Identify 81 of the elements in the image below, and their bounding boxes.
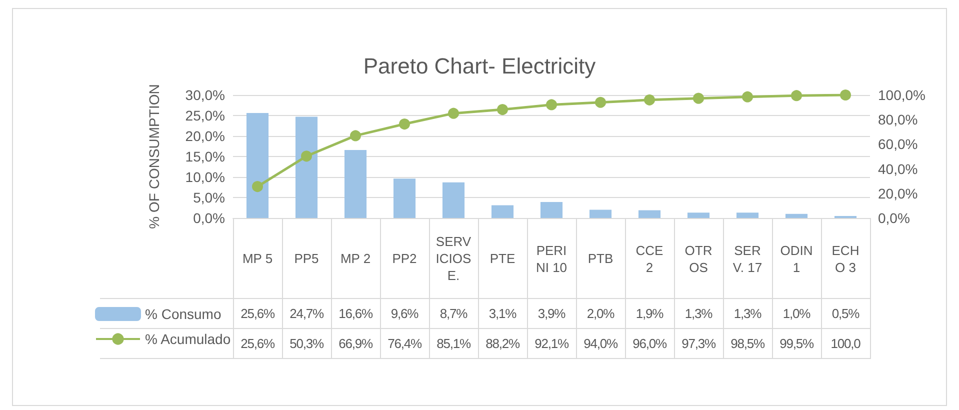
bar (736, 212, 759, 218)
data-label: 100,0 (821, 328, 870, 358)
bar (295, 116, 318, 218)
bar (442, 182, 465, 218)
data-label: 16,6% (331, 298, 380, 328)
data-label: 66,9% (331, 328, 380, 358)
bar (491, 205, 514, 218)
bar (638, 210, 661, 218)
data-label: 1,9% (625, 298, 674, 328)
y2-tick-label: 20,0% (878, 185, 918, 202)
point (252, 181, 263, 192)
y-tick-label: 15,0% (185, 148, 225, 164)
x-tick-label: ECHO 3 (821, 218, 870, 298)
point (693, 92, 704, 104)
bar (589, 210, 612, 218)
bar (785, 214, 808, 218)
point (644, 94, 655, 106)
data-label: 92,1% (527, 328, 576, 358)
y-tick-label: 25,0% (185, 108, 225, 124)
data-label: 2,0% (576, 298, 625, 328)
y-tick-label: 5,0% (193, 190, 225, 206)
x-tick-label: ODIN1 (772, 218, 821, 298)
point (497, 104, 508, 116)
bar (246, 113, 269, 218)
data-label: 25,6% (233, 328, 282, 358)
point (840, 90, 851, 100)
bar (687, 212, 710, 218)
point (791, 90, 802, 102)
data-label: 97,3% (674, 328, 723, 358)
data-label: 1,0% (772, 298, 821, 328)
point (301, 150, 312, 162)
y-axis-title: % OF CONSUMPTION (146, 84, 162, 229)
data-label: 3,9% (527, 298, 576, 328)
data-label: 50,3% (282, 328, 331, 358)
x-tick-label: PP2 (380, 218, 429, 298)
x-tick-label: SERV. 17 (723, 218, 772, 298)
point (350, 130, 361, 142)
x-tick-label: SERVICIOS E. (429, 218, 478, 298)
data-label: 76,4% (380, 328, 429, 358)
data-label: 1,3% (674, 298, 723, 328)
data-label: 3,1% (478, 298, 527, 328)
data-label: 8,7% (429, 298, 478, 328)
data-label: 85,1% (429, 328, 478, 358)
y2-tick-label: 0,0% (878, 210, 910, 226)
y-tick-label: 30,0% (185, 87, 225, 103)
data-label: 96,0% (625, 328, 674, 358)
x-tick-label: MP 2 (331, 218, 380, 298)
bar (344, 150, 367, 218)
y2-tick-label: 100,0% (878, 87, 926, 103)
x-tick-label: OTROS (674, 218, 723, 298)
y2-tick-label: 60,0% (878, 136, 918, 152)
data-label: 98,5% (723, 328, 772, 358)
point (546, 99, 557, 110)
point (448, 108, 459, 119)
x-tick-label: PP5 (282, 218, 331, 298)
y-tick-label: 10,0% (185, 169, 225, 185)
x-tick-label: PTB (576, 218, 625, 298)
data-label: 1,3% (723, 298, 772, 328)
point (595, 96, 606, 108)
data-label: 24,7% (282, 298, 331, 328)
data-label: 9,6% (380, 298, 429, 328)
data-label: 88,2% (478, 328, 527, 358)
point (399, 118, 410, 130)
y-tick-label: 0,0% (193, 210, 225, 226)
y-tick-label: 20,0% (185, 128, 225, 144)
data-label: 99,5% (772, 328, 821, 358)
data-label: 94,0% (576, 328, 625, 358)
bar (393, 178, 416, 218)
y2-tick-label: 80,0% (878, 112, 918, 128)
y2-tick-label: 40,0% (878, 160, 918, 177)
bar (540, 202, 563, 218)
legend-label: % Acumulado (145, 331, 231, 347)
x-tick-label: MP 5 (233, 218, 282, 298)
x-tick-label: PTE (478, 218, 527, 298)
point (742, 91, 753, 102)
x-tick-label: PERINI 10 (527, 218, 576, 298)
legend-label: % Consumo (145, 306, 222, 322)
data-label: 25,6% (233, 298, 282, 328)
x-tick-label: CCE 2 (625, 218, 674, 298)
data-label: 0,5% (821, 298, 870, 328)
chart-title: Pareto Chart- Electricity (363, 54, 596, 78)
